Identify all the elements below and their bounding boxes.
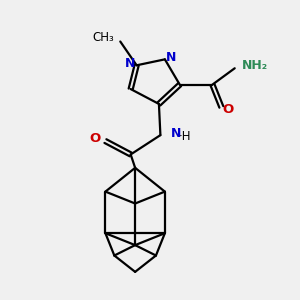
Text: NH₂: NH₂ — [242, 59, 268, 72]
Text: ·H: ·H — [179, 130, 191, 143]
Text: N: N — [166, 51, 177, 64]
Text: N: N — [171, 127, 181, 140]
Text: O: O — [90, 132, 101, 145]
Text: CH₃: CH₃ — [92, 32, 114, 44]
Text: N: N — [125, 57, 135, 70]
Text: O: O — [223, 103, 234, 116]
